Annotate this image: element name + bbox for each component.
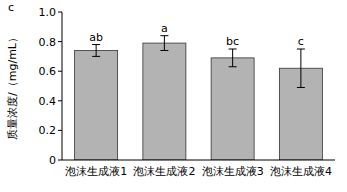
significance-letter: bc: [226, 35, 239, 48]
error-bar: [160, 36, 168, 51]
y-tick: [58, 160, 62, 161]
y-tick: [58, 130, 62, 131]
y-tick-label: 0.2: [39, 124, 57, 137]
y-tick-label: 0.4: [39, 95, 57, 108]
y-axis-label: 质量浓度/（mg/mL）: [6, 32, 19, 140]
y-tick-label: 0: [49, 154, 56, 167]
y-tick-label: 1.0: [39, 6, 57, 19]
significance-letter: ab: [89, 31, 103, 44]
y-tick: [58, 41, 62, 42]
chart: 0 0.2 0.4 0.6 0.8 1.0 ab a bc c 泡沫生成液1 泡沫生成液2 泡沫生成液3…: [0, 0, 347, 192]
y-tick-label: 0.8: [39, 36, 57, 49]
y-tick: [58, 71, 62, 72]
chart-container: 0 0.2 0.4 0.6 0.8 1.0 ab a bc c 泡沫生成液1 泡沫生成液2 泡沫生成液3…: [0, 0, 347, 192]
panel-label: c: [8, 1, 14, 14]
significance-letter: c: [298, 35, 304, 48]
y-tick-label: 0.6: [39, 65, 57, 78]
y-tick: [58, 100, 62, 101]
y-tick: [58, 12, 62, 13]
bar: [211, 58, 254, 160]
error-bar: [297, 49, 305, 87]
x-tick-label: 泡沫生成液1: [65, 165, 127, 178]
bar: [75, 50, 118, 160]
error-bar: [229, 49, 237, 67]
bars: [75, 36, 323, 160]
x-axis: [62, 160, 335, 161]
bar: [143, 43, 186, 160]
significance-letter: a: [161, 22, 168, 35]
x-tick-label: 泡沫生成液2: [133, 165, 195, 178]
x-tick-label: 泡沫生成液3: [202, 165, 264, 178]
y-axis: [62, 12, 63, 160]
error-bar: [92, 45, 100, 57]
x-tick-label: 泡沫生成液4: [270, 165, 332, 178]
